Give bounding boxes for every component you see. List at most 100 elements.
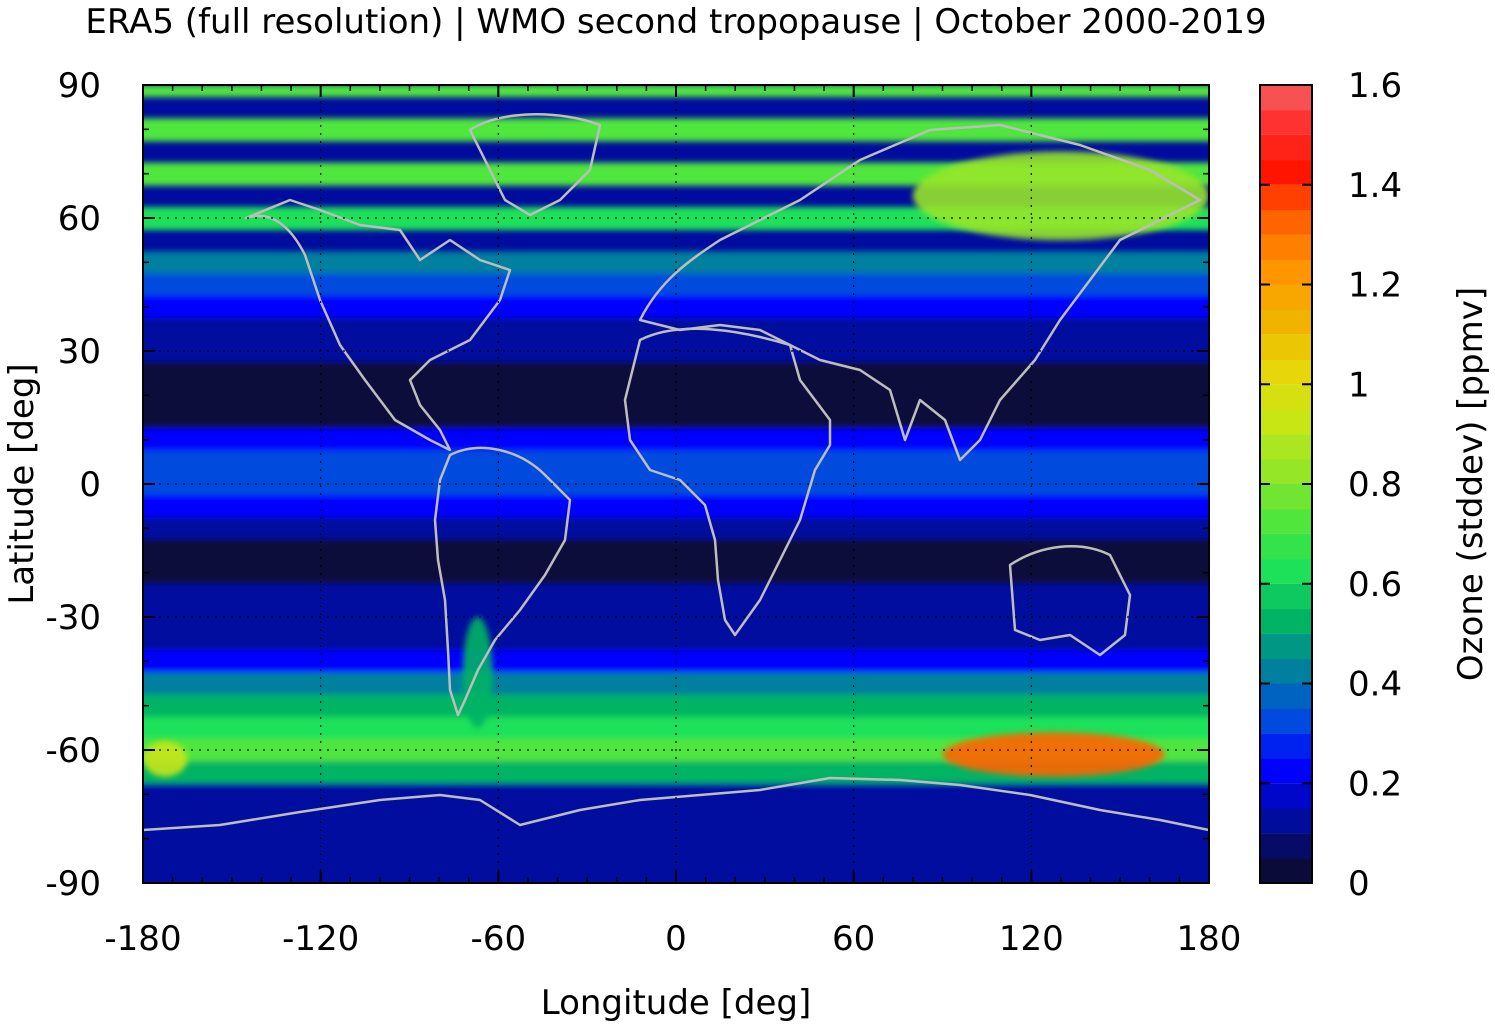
colorbar-swatch bbox=[1260, 833, 1312, 859]
latitude-band bbox=[143, 339, 1209, 364]
latitude-band bbox=[143, 517, 1209, 541]
colorbar-swatch-blend bbox=[1260, 85, 1312, 111]
colorbar-swatch bbox=[1260, 384, 1312, 410]
colorbar-swatch bbox=[1260, 484, 1312, 510]
latitude-band bbox=[143, 384, 1209, 408]
latitude-band bbox=[143, 118, 1209, 142]
y-tick-label: -30 bbox=[45, 598, 101, 638]
latitude-band bbox=[143, 761, 1209, 785]
colorbar-frame bbox=[1259, 84, 1313, 884]
colorbar-tick-label: 1 bbox=[1348, 365, 1370, 405]
y-tick-label: -90 bbox=[45, 864, 101, 904]
y-tick-label: 60 bbox=[58, 199, 101, 239]
colorbar-swatch bbox=[1260, 783, 1312, 809]
latitude-band bbox=[143, 472, 1209, 497]
colorbar-swatch-blend bbox=[1260, 434, 1312, 460]
colorbar-swatch bbox=[1260, 234, 1312, 261]
latitude-band bbox=[143, 406, 1209, 430]
y-tick-label: -60 bbox=[45, 731, 101, 771]
colorbar-swatch bbox=[1260, 209, 1312, 235]
y-axis-label: Latitude [deg] bbox=[2, 363, 42, 604]
colorbar-swatch bbox=[1260, 134, 1312, 161]
colorbar-tick-labels: 1.6 1.4 1.2 1 0.8 0.6 0.4 0.2 0 bbox=[1348, 66, 1402, 904]
colorbar-swatch bbox=[1260, 633, 1312, 660]
y-tick-label: 30 bbox=[58, 332, 101, 372]
latitude-band bbox=[143, 428, 1209, 452]
latitude-band bbox=[143, 672, 1209, 696]
colorbar-swatch bbox=[1260, 608, 1312, 634]
colorbar-swatch-blend bbox=[1260, 134, 1312, 161]
colorbar-swatch bbox=[1260, 708, 1312, 734]
colorbar-swatch-blend bbox=[1260, 234, 1312, 261]
colorbar-tick-label: 0 bbox=[1348, 864, 1370, 904]
colorbar-swatch bbox=[1260, 409, 1312, 435]
coastline-greenland bbox=[468, 113, 602, 217]
colorbar-tick-label: 0.6 bbox=[1348, 565, 1402, 605]
colorbar bbox=[1260, 84, 1312, 884]
y-tick-label: 0 bbox=[79, 465, 101, 505]
colorbar-tick-label: 0.8 bbox=[1348, 465, 1402, 505]
x-tick-label: 60 bbox=[832, 919, 875, 959]
latitude-band bbox=[143, 583, 1209, 607]
y-tick-label: 90 bbox=[58, 66, 101, 106]
colorbar-swatch-blend bbox=[1260, 583, 1312, 610]
latitude-band bbox=[143, 605, 1209, 630]
colorbar-swatch bbox=[1260, 334, 1312, 360]
colorbar-swatch bbox=[1260, 558, 1312, 584]
colorbar-swatch-blend bbox=[1260, 284, 1312, 310]
regional-feature bbox=[912, 151, 1209, 241]
x-tick-label: -180 bbox=[104, 919, 181, 959]
colorbar-swatch bbox=[1260, 85, 1312, 111]
colorbar-swatch bbox=[1260, 309, 1312, 335]
colorbar-swatch bbox=[1260, 758, 1312, 784]
plot-frame bbox=[142, 84, 1210, 884]
latitude-band bbox=[143, 295, 1209, 319]
colorbar-swatch bbox=[1260, 583, 1312, 610]
chart-title: ERA5 (full resolution) | WMO second trop… bbox=[85, 2, 1266, 42]
coastline-south-america bbox=[433, 446, 572, 717]
latitude-band bbox=[143, 495, 1209, 519]
latitude-band bbox=[143, 827, 1209, 851]
x-tick-labels: -180 -120 -60 0 60 120 180 bbox=[104, 919, 1241, 959]
colorbar-swatch bbox=[1260, 683, 1312, 709]
colorbar-swatch bbox=[1260, 184, 1312, 211]
coastline-antarctica bbox=[143, 776, 1209, 832]
colorbar-swatch bbox=[1260, 434, 1312, 460]
x-axis-label: Longitude [deg] bbox=[541, 983, 812, 1023]
latitude-band bbox=[143, 716, 1209, 740]
colorbar-tick-label: 0.4 bbox=[1348, 665, 1402, 705]
colorbar-swatch-blend bbox=[1260, 384, 1312, 410]
colorbar-swatch bbox=[1260, 459, 1312, 484]
x-tick-label: 0 bbox=[665, 919, 687, 959]
colorbar-swatch bbox=[1260, 533, 1312, 560]
colorbar-swatch-blend bbox=[1260, 633, 1312, 660]
colorbar-swatch-blend bbox=[1260, 833, 1312, 859]
colorbar-swatch bbox=[1260, 858, 1312, 883]
colorbar-swatch bbox=[1260, 359, 1312, 385]
latitude-bands bbox=[143, 85, 1209, 883]
coastline-outlines bbox=[143, 113, 1209, 832]
x-tick-label: -120 bbox=[282, 919, 359, 959]
colorbar-swatch bbox=[1260, 284, 1312, 310]
colorbar-swatch bbox=[1260, 159, 1312, 185]
colorbar-swatch-blend bbox=[1260, 334, 1312, 360]
colorbar-swatch bbox=[1260, 109, 1312, 135]
x-tick-label: 120 bbox=[999, 919, 1064, 959]
regional-feature bbox=[942, 732, 1165, 777]
coastline-north-america bbox=[244, 198, 512, 452]
colorbar-swatch-blend bbox=[1260, 184, 1312, 211]
colorbar-swatch-blend bbox=[1260, 484, 1312, 510]
latitude-band bbox=[143, 805, 1209, 829]
colorbar-swatch bbox=[1260, 733, 1312, 759]
colorbar-swatch bbox=[1260, 808, 1312, 834]
regional-feature bbox=[143, 741, 188, 777]
colorbar-swatch-blend bbox=[1260, 683, 1312, 709]
colorbar-swatch bbox=[1260, 508, 1312, 534]
colorbar-tick-label: 1.4 bbox=[1348, 166, 1402, 206]
colorbar-swatch-blend bbox=[1260, 533, 1312, 560]
colorbar-swatch-blend bbox=[1260, 783, 1312, 809]
colorbar-tick-label: 1.2 bbox=[1348, 266, 1402, 306]
colorbar-swatch bbox=[1260, 259, 1312, 285]
coastline-eurasia bbox=[638, 123, 1202, 462]
x-tick-label: 180 bbox=[1177, 919, 1242, 959]
